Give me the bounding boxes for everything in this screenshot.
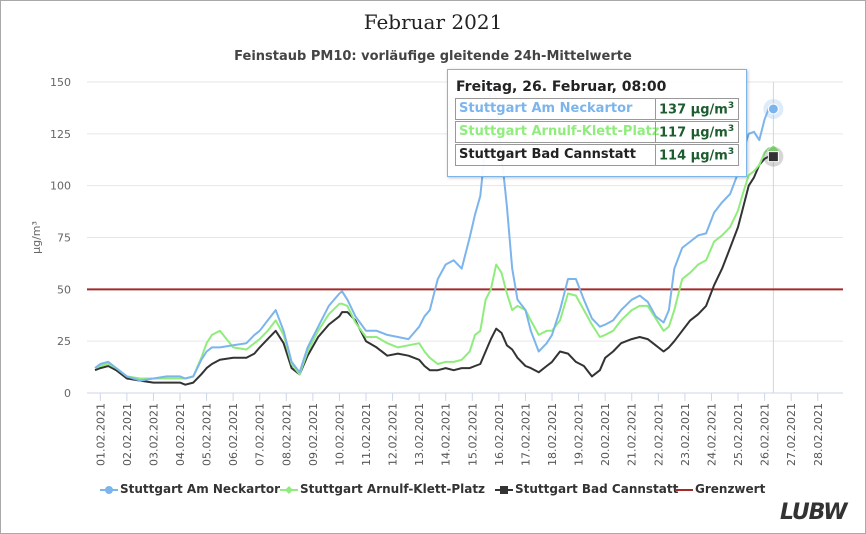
y-tick-label: 25 xyxy=(57,335,71,348)
x-tick-label: 10.02.2021 xyxy=(333,403,346,466)
legend-label: Stuttgart Am Neckartor xyxy=(120,482,281,496)
tooltip-series-value: 117 µg/m3 xyxy=(659,124,735,141)
legend-label: Stuttgart Bad Cannstatt xyxy=(515,482,679,496)
x-tick-label: 09.02.2021 xyxy=(307,403,320,466)
x-tick-label: 12.02.2021 xyxy=(387,403,400,466)
tooltip-header: Freitag, 26. Februar, 08:00 xyxy=(456,79,667,95)
legend-diamond-icon xyxy=(280,486,298,494)
x-tick-label: 05.02.2021 xyxy=(201,403,214,466)
x-tick-label: 14.02.2021 xyxy=(440,403,453,466)
page-title: Februar 2021 xyxy=(363,10,503,34)
y-tick-label: 0 xyxy=(64,387,71,400)
x-tick-label: 19.02.2021 xyxy=(573,403,586,466)
legend-square-icon xyxy=(495,486,513,494)
y-tick-label: 100 xyxy=(50,180,71,193)
x-tick-label: 01.02.2021 xyxy=(94,403,107,466)
x-tick-label: 24.02.2021 xyxy=(705,403,718,466)
tooltip: Freitag, 26. Februar, 08:00 Stuttgart Am… xyxy=(447,69,747,177)
x-tick-label: 13.02.2021 xyxy=(413,403,426,466)
hover-marker-cannstatt xyxy=(767,151,779,163)
legend-circle-icon xyxy=(100,486,118,494)
series-line-2 xyxy=(94,155,774,386)
x-tick-label: 26.02.2021 xyxy=(759,403,772,466)
tooltip-row: Stuttgart Am Neckartor 137 µg/m3 xyxy=(455,98,739,120)
x-tick-label: 21.02.2021 xyxy=(626,403,639,466)
x-tick-label: 11.02.2021 xyxy=(360,403,373,466)
tooltip-row: Stuttgart Bad Cannstatt 114 µg/m3 xyxy=(455,144,739,166)
y-tick-label: 50 xyxy=(57,283,71,296)
chart-title: Feinstaub PM10: vorläufige gleitende 24h… xyxy=(234,49,632,64)
tooltip-series-name: Stuttgart Arnulf-Klett-Platz xyxy=(459,124,660,139)
tooltip-series-value: 114 µg/m3 xyxy=(659,147,735,164)
legend-label: Grenzwert xyxy=(695,482,766,496)
x-tick-label: 17.02.2021 xyxy=(519,403,532,466)
x-tick-label: 15.02.2021 xyxy=(466,403,479,466)
x-tick-label: 20.02.2021 xyxy=(599,403,612,466)
legend-label: Stuttgart Arnulf-Klett-Platz xyxy=(300,482,486,496)
legend-line-icon xyxy=(675,489,693,491)
series-line-1 xyxy=(94,147,774,380)
x-tick-label: 18.02.2021 xyxy=(546,403,559,466)
hover-marker-neckartor xyxy=(767,103,779,115)
y-axis-label: µg/m³ xyxy=(30,221,43,254)
x-tick-label: 16.02.2021 xyxy=(493,403,506,466)
lubw-logo: LUBW xyxy=(780,500,848,525)
x-tick-label: 04.02.2021 xyxy=(174,403,187,466)
x-tick-label: 06.02.2021 xyxy=(227,403,240,466)
x-tick-label: 28.02.2021 xyxy=(812,403,825,466)
tooltip-series-value: 137 µg/m3 xyxy=(659,101,735,118)
y-tick-label: 125 xyxy=(50,128,71,141)
tooltip-series-name: Stuttgart Am Neckartor xyxy=(459,101,633,116)
series-line-0 xyxy=(94,85,774,382)
y-tick-label: 150 xyxy=(50,76,71,89)
x-tick-label: 02.02.2021 xyxy=(121,403,134,466)
x-tick-label: 07.02.2021 xyxy=(254,403,267,466)
x-tick-label: 03.02.2021 xyxy=(147,403,160,466)
x-tick-label: 23.02.2021 xyxy=(679,403,692,466)
x-tick-label: 22.02.2021 xyxy=(652,403,665,466)
x-tick-label: 27.02.2021 xyxy=(785,403,798,466)
tooltip-row: Stuttgart Arnulf-Klett-Platz 117 µg/m3 xyxy=(455,121,739,143)
legend: Stuttgart Am Neckartor Stuttgart Arnulf-… xyxy=(100,482,800,500)
x-tick-label: 08.02.2021 xyxy=(280,403,293,466)
tooltip-series-name: Stuttgart Bad Cannstatt xyxy=(459,147,636,162)
x-tick-label: 25.02.2021 xyxy=(732,403,745,466)
y-tick-label: 75 xyxy=(57,232,71,245)
